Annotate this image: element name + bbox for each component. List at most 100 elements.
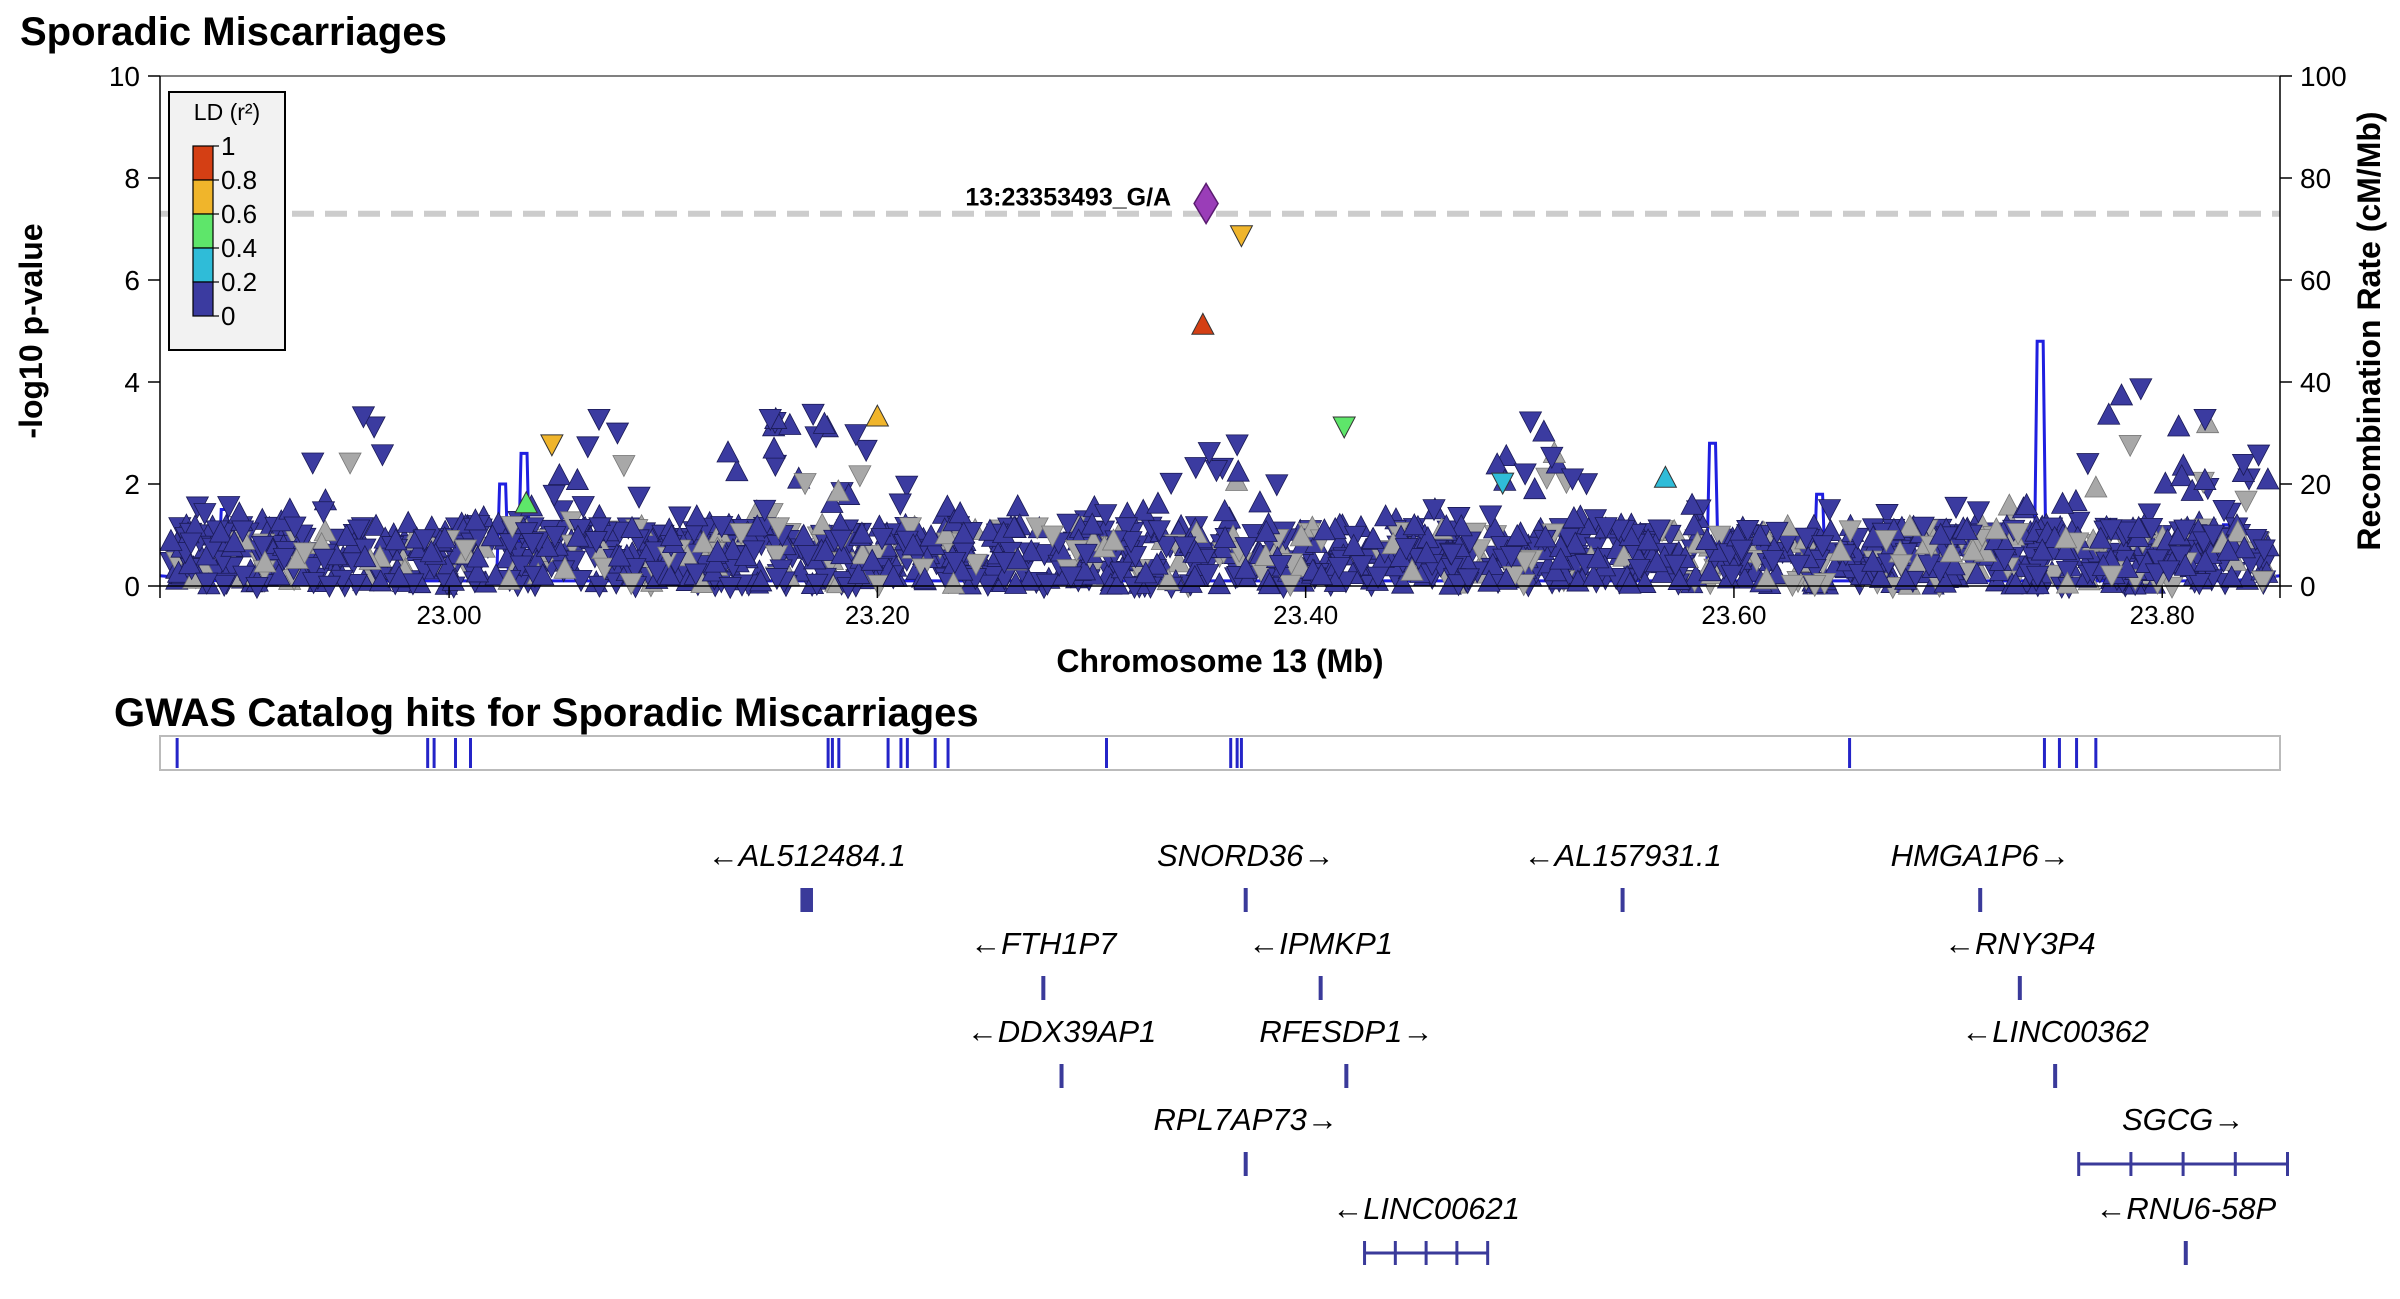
y-tick-label: 2 <box>124 469 140 500</box>
snp-point-no-ld <box>1156 567 1180 591</box>
snp-point-ld-0 <box>847 561 871 584</box>
snp-point-ld-0 <box>705 539 730 562</box>
snp-point-ld-0 <box>684 563 708 586</box>
snp-point-ld-0 <box>2252 539 2276 562</box>
snp-point-no-ld <box>1828 538 1853 561</box>
snp-point-ld-0 <box>2170 463 2194 487</box>
snp-point-ld-0 <box>1540 446 1564 470</box>
snp-point-ld-0 <box>1954 517 1979 540</box>
snp-point-ld-0 <box>762 436 786 459</box>
snp-point-ld-0 <box>718 576 742 600</box>
snp-point-ld-0 <box>2030 538 2054 561</box>
snp-point-no-ld <box>1754 567 1779 590</box>
snp-point-ld-0 <box>587 408 611 432</box>
snp-point-ld-0 <box>159 528 183 551</box>
snp-point-ld-0 <box>1207 572 1231 595</box>
y-tick-label: 6 <box>124 265 140 296</box>
snp-point-ld-0 <box>542 484 566 508</box>
snp-point-ld-0 <box>245 576 269 600</box>
snp-point-ld-0 <box>1548 547 1573 570</box>
gene-body <box>2053 1064 2058 1088</box>
snp-point-ld-0 <box>2089 526 2113 549</box>
snp-point-ld-0 <box>620 515 644 538</box>
snp-point-ld-0 <box>948 501 972 524</box>
snp-point-ld-0 <box>1402 513 1426 536</box>
snp-point-no-ld <box>1254 543 1278 566</box>
snp-point-ld-0 <box>1447 507 1471 530</box>
snp-point-ld-0 <box>1373 504 1398 527</box>
x-tick-label: 23.60 <box>1701 600 1766 630</box>
snp-point-ld-0 <box>1080 512 1104 535</box>
legend-label: 0 <box>221 301 235 331</box>
snp-point-no-ld <box>553 556 577 579</box>
snp-point-ld-0 <box>1928 522 1953 545</box>
snp-point-ld-0 <box>1748 523 1772 546</box>
snp-point-no-ld <box>964 553 988 577</box>
gene-label: ←LINC00362 <box>1961 1014 2149 1049</box>
snp-point-ld-0 <box>1114 517 1139 540</box>
snp-point-ld-0 <box>1390 571 1415 594</box>
snp-point-no-ld <box>810 512 834 535</box>
snp-point-ld-0 <box>1562 505 1586 529</box>
snp-point-highlighted <box>540 434 564 457</box>
snp-point-ld-0 <box>1944 496 1968 519</box>
snp-point-ld-0 <box>1543 559 1568 582</box>
snp-point-ld-0 <box>1449 514 1473 537</box>
snp-point-ld-0 <box>1343 525 1368 549</box>
snp-point-ld-0 <box>1732 566 1757 589</box>
snp-point-ld-0 <box>605 422 630 445</box>
snp-point-no-ld <box>619 573 643 596</box>
snp-point-ld-0 <box>2246 444 2271 467</box>
snp-point-ld-0 <box>1361 526 1385 549</box>
snp-point-ld-0 <box>1006 494 1030 517</box>
legend-label: 0.8 <box>221 165 257 195</box>
snp-point-ld-0 <box>1966 501 1991 524</box>
snp-point-no-ld <box>1889 554 1913 577</box>
snp-point-ld-0 <box>801 403 825 426</box>
snp-point-ld-0 <box>2173 519 2197 542</box>
snp-point-no-ld <box>941 571 966 594</box>
snp-point-ld-0 <box>943 552 967 575</box>
snp-point-ld-0 <box>1787 554 1811 577</box>
legend-title: LD (r²) <box>194 99 260 125</box>
snp-point-ld-0 <box>301 452 325 475</box>
snp-point-ld-0 <box>1003 571 1028 594</box>
snp-point-ld-0 <box>543 526 567 549</box>
snp-point-ld-0 <box>2212 499 2236 523</box>
legend-swatch <box>192 247 214 283</box>
snp-point-ld-0 <box>1414 541 1439 564</box>
snp-point-ld-0 <box>913 566 937 590</box>
y2-tick-label: 40 <box>2300 367 2331 398</box>
snp-point-no-ld <box>1984 517 2008 540</box>
snp-point-ld-0 <box>2127 515 2151 538</box>
y2-tick-label: 20 <box>2300 469 2331 500</box>
snp-point-ld-0 <box>1917 554 1941 577</box>
snp-point-ld-0 <box>283 516 307 539</box>
snp-point-ld-0 <box>1327 557 1351 580</box>
snp-point-ld-0 <box>1494 567 1518 590</box>
gene-label: HMGA1P6→ <box>1891 838 2070 873</box>
snp-point-ld-0 <box>1518 411 1543 434</box>
snp-point-highlighted <box>1229 225 1254 248</box>
gene-label: ←FTH1P7 <box>970 926 1118 961</box>
snp-point-ld-0 <box>1394 538 1419 561</box>
gene-label: ←LINC00621 <box>1332 1191 1520 1226</box>
snp-point-ld-0 <box>1017 568 1041 591</box>
gwas-catalog-hits <box>175 738 2098 768</box>
snp-point-ld-0 <box>232 565 256 588</box>
snp-point-no-ld <box>2054 526 2078 549</box>
snp-point-ld-0 <box>1523 476 1547 500</box>
snp-point-ld-0 <box>2201 524 2225 547</box>
snp-point-ld-0 <box>1505 523 1529 547</box>
snp-point-ld-0 <box>179 532 203 555</box>
snp-point-ld-0 <box>362 416 386 439</box>
snp-point-no-ld <box>1040 525 1065 548</box>
snp-point-ld-0 <box>208 520 233 543</box>
snp-point-ld-0 <box>1563 531 1588 554</box>
snp-point-ld-0 <box>2129 378 2153 401</box>
snp-point-ld-0 <box>725 458 749 482</box>
snp-point-ld-0 <box>1513 463 1537 486</box>
gene-track: ←AL512484.1 SNORD36→ ←AL157931.1 HMGA1P6→ ←F… <box>708 838 2289 1265</box>
snp-point-ld-0 <box>1184 540 1209 564</box>
legend-swatch <box>192 213 214 249</box>
